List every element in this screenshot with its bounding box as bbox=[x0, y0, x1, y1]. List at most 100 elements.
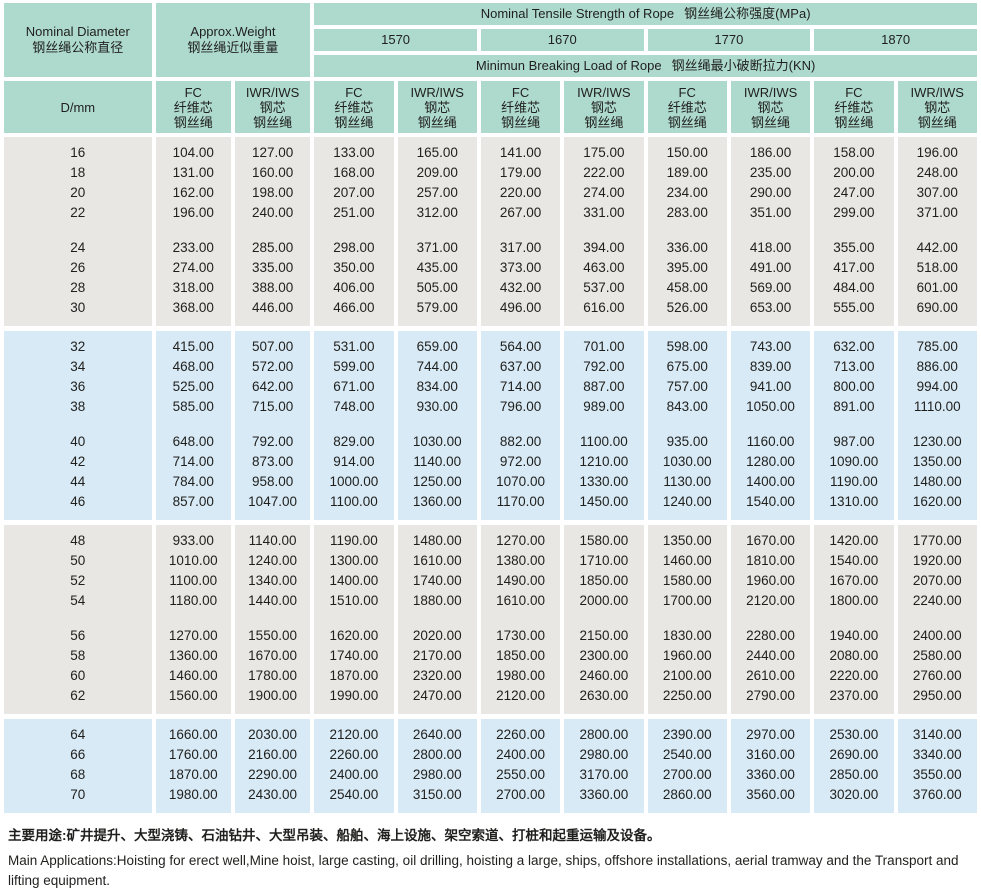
value-cell: 642.00 bbox=[234, 377, 311, 397]
value-cell: 1560.00 bbox=[155, 686, 231, 706]
spacer-cell bbox=[897, 805, 977, 813]
value-cell: 2160.00 bbox=[234, 745, 311, 765]
spacer-cell bbox=[314, 318, 394, 326]
value-cell: 2320.00 bbox=[397, 666, 477, 686]
value-cell: 1170.00 bbox=[480, 492, 561, 512]
value-cell: 2030.00 bbox=[234, 725, 311, 745]
value-cell: 714.00 bbox=[155, 452, 231, 472]
spacer-cell bbox=[730, 611, 811, 626]
value-cell: 843.00 bbox=[647, 397, 727, 417]
table-row: 36 525.00 642.00 671.00 834.00 714.00 887.00 75… bbox=[4, 377, 977, 397]
value-cell: 1000.00 bbox=[314, 472, 394, 492]
spacer-cell bbox=[730, 512, 811, 520]
value-cell: 196.00 bbox=[897, 143, 977, 163]
table-body: 16 104.00 127.00 133.00 165.00 141.00 175.00 15… bbox=[4, 137, 977, 813]
spacer-cell bbox=[234, 805, 311, 813]
value-cell: 1330.00 bbox=[564, 472, 644, 492]
value-cell: 317.00 bbox=[480, 238, 561, 258]
spacer-cell bbox=[234, 326, 311, 331]
spacer-row bbox=[4, 223, 977, 238]
spacer-cell bbox=[234, 331, 311, 337]
spacer-cell bbox=[730, 525, 811, 531]
spacer-cell bbox=[564, 326, 644, 331]
value-cell: 1310.00 bbox=[814, 492, 894, 512]
spacer-cell bbox=[314, 331, 394, 337]
value-cell: 792.00 bbox=[234, 432, 311, 452]
spacer-cell bbox=[897, 512, 977, 520]
value-cell: 442.00 bbox=[897, 238, 977, 258]
value-cell: 785.00 bbox=[897, 337, 977, 357]
value-cell: 796.00 bbox=[480, 397, 561, 417]
g1670-fc-core-header: FC 纤维芯 钢丝绳 bbox=[480, 81, 561, 137]
value-cell: 220.00 bbox=[480, 183, 561, 203]
value-cell: 496.00 bbox=[480, 298, 561, 318]
spacer-cell bbox=[814, 417, 894, 432]
spacer-cell bbox=[234, 719, 311, 725]
spacer-cell bbox=[564, 223, 644, 238]
spacer-row bbox=[4, 719, 977, 725]
value-cell: 648.00 bbox=[155, 432, 231, 452]
spacer-cell bbox=[897, 331, 977, 337]
g1670-iwr-core-header: IWR/IWS 钢芯 钢丝绳 bbox=[564, 81, 644, 137]
spacer-cell bbox=[730, 318, 811, 326]
value-cell: 526.00 bbox=[647, 298, 727, 318]
spacer-cell bbox=[397, 714, 477, 719]
spacer-cell bbox=[234, 137, 311, 143]
spacer-cell bbox=[814, 318, 894, 326]
value-cell: 131.00 bbox=[155, 163, 231, 183]
diameter-cell: 32 bbox=[4, 337, 152, 357]
spacer-cell bbox=[897, 137, 977, 143]
value-cell: 834.00 bbox=[397, 377, 477, 397]
spacer-cell bbox=[155, 611, 231, 626]
table-row: 34 468.00 572.00 599.00 744.00 637.00 792.00 67… bbox=[4, 357, 977, 377]
value-cell: 198.00 bbox=[234, 183, 311, 203]
spacer-cell bbox=[730, 223, 811, 238]
value-cell: 715.00 bbox=[234, 397, 311, 417]
value-cell: 1070.00 bbox=[480, 472, 561, 492]
value-cell: 1480.00 bbox=[897, 472, 977, 492]
table-row: 20 162.00 198.00 207.00 257.00 220.00 274.00 23… bbox=[4, 183, 977, 203]
spacer-cell bbox=[647, 525, 727, 531]
value-cell: 1870.00 bbox=[314, 666, 394, 686]
value-cell: 1380.00 bbox=[480, 551, 561, 571]
table-row: 26 274.00 335.00 350.00 435.00 373.00 463.00 39… bbox=[4, 258, 977, 278]
value-cell: 1800.00 bbox=[814, 591, 894, 611]
value-cell: 196.00 bbox=[155, 203, 231, 223]
value-cell: 1360.00 bbox=[155, 646, 231, 666]
spacer-cell bbox=[897, 520, 977, 525]
value-cell: 989.00 bbox=[564, 397, 644, 417]
spacer-cell bbox=[480, 520, 561, 525]
value-cell: 1780.00 bbox=[234, 666, 311, 686]
value-cell: 1810.00 bbox=[730, 551, 811, 571]
value-cell: 2860.00 bbox=[647, 785, 727, 805]
spacer-cell bbox=[4, 326, 152, 331]
value-cell: 537.00 bbox=[564, 278, 644, 298]
value-cell: 1100.00 bbox=[564, 432, 644, 452]
value-cell: 690.00 bbox=[897, 298, 977, 318]
value-cell: 318.00 bbox=[155, 278, 231, 298]
value-cell: 2440.00 bbox=[730, 646, 811, 666]
value-cell: 1130.00 bbox=[647, 472, 727, 492]
spacer-cell bbox=[814, 706, 894, 714]
value-cell: 274.00 bbox=[155, 258, 231, 278]
spacer-cell bbox=[397, 137, 477, 143]
spacer-cell bbox=[314, 714, 394, 719]
header-row-core-types: D/mm FC 纤维芯 钢丝绳 IWR/IWS 钢芯 钢丝绳 FC 纤维芯 钢丝… bbox=[4, 81, 977, 137]
value-cell: 2000.00 bbox=[564, 591, 644, 611]
value-cell: 1730.00 bbox=[480, 626, 561, 646]
spacer-cell bbox=[897, 223, 977, 238]
value-cell: 2610.00 bbox=[730, 666, 811, 686]
spacer-cell bbox=[480, 417, 561, 432]
value-cell: 3160.00 bbox=[730, 745, 811, 765]
spacer-cell bbox=[155, 417, 231, 432]
value-cell: 2300.00 bbox=[564, 646, 644, 666]
table-row: 52 1100.00 1340.00 1400.00 1740.00 1490.00 185… bbox=[4, 571, 977, 591]
value-cell: 1980.00 bbox=[480, 666, 561, 686]
spacer-cell bbox=[480, 714, 561, 719]
spacer-cell bbox=[4, 719, 152, 725]
value-cell: 298.00 bbox=[314, 238, 394, 258]
value-cell: 1700.00 bbox=[647, 591, 727, 611]
value-cell: 2250.00 bbox=[647, 686, 727, 706]
g1770-fc-core-header: FC 纤维芯 钢丝绳 bbox=[647, 81, 727, 137]
value-cell: 162.00 bbox=[155, 183, 231, 203]
